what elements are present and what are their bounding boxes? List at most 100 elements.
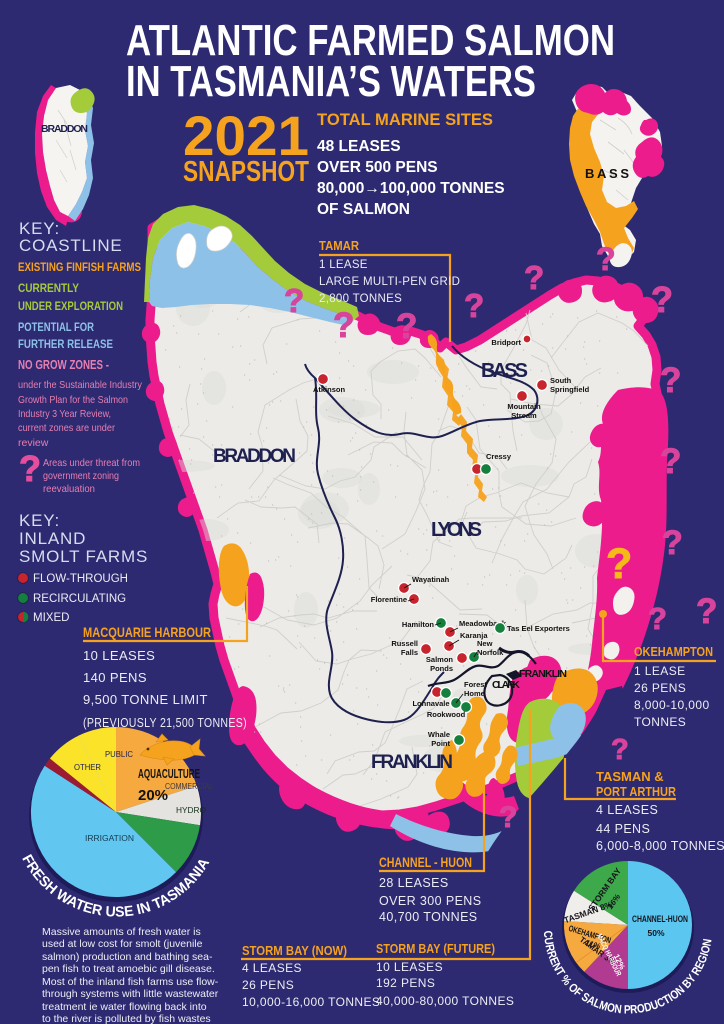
svg-text:?: ? — [524, 259, 544, 296]
svg-text:POTENTIAL FOR: POTENTIAL FOR — [18, 320, 94, 334]
svg-text:OTHER: OTHER — [74, 762, 101, 772]
svg-text:Point: Point — [431, 739, 450, 748]
svg-text:?: ? — [19, 448, 41, 489]
svg-text:?: ? — [611, 734, 629, 766]
svg-text:CURRENTLY: CURRENTLY — [18, 281, 79, 295]
svg-text:4 LEASES: 4 LEASES — [242, 961, 302, 975]
svg-text:NO GROW ZONES -: NO GROW ZONES - — [18, 358, 109, 372]
svg-text:?: ? — [660, 361, 681, 400]
svg-text:RECIRCULATING: RECIRCULATING — [33, 593, 126, 605]
svg-text:2,800 TONNES: 2,800 TONNES — [319, 293, 402, 305]
svg-text:Most of the inland fish farms: Most of the inland fish farms use flow- — [42, 976, 219, 988]
svg-text:Karanja: Karanja — [460, 631, 488, 640]
svg-text:TASMAN &: TASMAN & — [596, 769, 664, 784]
svg-text:under the Sustainable Industry: under the Sustainable Industry — [18, 379, 143, 391]
svg-text:Home: Home — [464, 689, 485, 698]
svg-text:UNDER EXPLORATION: UNDER EXPLORATION — [18, 299, 123, 313]
svg-text:44 PENS: 44 PENS — [596, 822, 650, 836]
svg-text:COASTLINE: COASTLINE — [19, 236, 123, 255]
svg-text:review: review — [18, 437, 49, 449]
svg-text:8,000-10,000: 8,000-10,000 — [634, 698, 710, 712]
svg-text:TOTAL MARINE SITES: TOTAL MARINE SITES — [317, 110, 493, 129]
svg-text:?: ? — [499, 801, 517, 834]
svg-text:26 PENS: 26 PENS — [634, 681, 686, 695]
svg-text:IN TASMANIA’S WATERS: IN TASMANIA’S WATERS — [126, 57, 536, 106]
svg-text:SMOLT FARMS: SMOLT FARMS — [19, 547, 148, 566]
svg-text:pen fish to treat amoebic gill: pen fish to treat amoebic gill disease. — [42, 963, 215, 975]
svg-text:140 PENS: 140 PENS — [83, 670, 147, 685]
svg-text:Forest: Forest — [464, 680, 487, 689]
svg-text:Meadowbank: Meadowbank — [459, 619, 507, 628]
svg-text:LARGE MULTI-PEN GRID: LARGE MULTI-PEN GRID — [319, 276, 460, 288]
svg-text:TAMAR: TAMAR — [319, 239, 359, 253]
svg-text:through systems with little wa: through systems with little wastewater — [42, 988, 219, 1000]
svg-text:Stream: Stream — [511, 411, 537, 420]
svg-text:salmon) production and bathing: salmon) production and bathing sea- — [42, 951, 213, 963]
svg-text:9,500 TONNE LIMIT: 9,500 TONNE LIMIT — [83, 692, 208, 707]
svg-text:10 LEASES: 10 LEASES — [376, 960, 443, 974]
svg-text:Bridport: Bridport — [491, 338, 521, 347]
svg-text:?: ? — [596, 241, 616, 277]
svg-text:2021: 2021 — [183, 104, 309, 167]
svg-text:PORT ARTHUR: PORT ARTHUR — [596, 784, 677, 799]
svg-text:?: ? — [284, 282, 304, 319]
svg-text:IRRIGATION: IRRIGATION — [85, 833, 134, 843]
svg-text:COMMERCIAL: COMMERCIAL — [165, 781, 213, 791]
svg-text:Ponds: Ponds — [430, 664, 453, 673]
svg-text:current zones are under: current zones are under — [18, 422, 115, 434]
svg-text:FLOW-THROUGH: FLOW-THROUGH — [33, 573, 128, 585]
svg-text:4 LEASES: 4 LEASES — [596, 803, 658, 817]
svg-text:Atkinson: Atkinson — [313, 385, 346, 394]
svg-text:Industry 3 Year Review,: Industry 3 Year Review, — [18, 408, 111, 420]
svg-text:Mountain: Mountain — [507, 402, 541, 411]
svg-text:MACQUARIE HARBOUR: MACQUARIE HARBOUR — [83, 624, 211, 640]
svg-text:Rookwood: Rookwood — [427, 710, 466, 719]
svg-text:to the river is polluted by fi: to the river is polluted by fish wastes — [42, 1013, 211, 1024]
svg-text:Growth Plan for the Salmon: Growth Plan for the Salmon — [18, 394, 128, 406]
svg-text:reevaluation: reevaluation — [43, 483, 95, 495]
svg-text:SNAPSHOT: SNAPSHOT — [183, 156, 309, 188]
svg-text:FRANKLIN: FRANKLIN — [371, 752, 453, 773]
svg-text:26 PENS: 26 PENS — [242, 978, 294, 992]
svg-text:1 LEASE: 1 LEASE — [634, 664, 686, 678]
svg-text:FURTHER RELEASE: FURTHER RELEASE — [18, 337, 113, 351]
svg-text:10,000-16,000 TONNES: 10,000-16,000 TONNES — [242, 995, 380, 1009]
svg-text:CHANNEL - HUON: CHANNEL - HUON — [379, 854, 472, 870]
svg-text:Wayatinah: Wayatinah — [412, 575, 450, 584]
svg-text:1 LEASE: 1 LEASE — [319, 259, 368, 271]
svg-text:EXISTING FINFISH FARMS: EXISTING FINFISH FARMS — [18, 260, 141, 274]
svg-text:LYONS: LYONS — [431, 519, 482, 541]
svg-text:Cressy: Cressy — [486, 452, 512, 461]
svg-text:INLAND: INLAND — [19, 529, 86, 548]
svg-text:?: ? — [662, 524, 683, 562]
svg-text:20%: 20% — [138, 787, 168, 804]
svg-text:40,700 TONNES: 40,700 TONNES — [379, 910, 478, 924]
svg-text:11%: 11% — [584, 938, 601, 951]
svg-text:6,000-8,000 TONNES: 6,000-8,000 TONNES — [596, 839, 724, 853]
svg-text:STORM BAY (FUTURE): STORM BAY (FUTURE) — [376, 941, 495, 956]
svg-text:BRADDON: BRADDON — [41, 123, 88, 135]
svg-text:?: ? — [606, 540, 632, 588]
svg-text:MIXED: MIXED — [33, 612, 69, 624]
svg-text:?: ? — [396, 307, 417, 346]
svg-text:HYDRO: HYDRO — [176, 805, 206, 815]
svg-text:80,000→100,000 TONNES: 80,000→100,000 TONNES — [317, 180, 505, 197]
svg-text:Springfield: Springfield — [550, 385, 590, 394]
svg-text:BRADDON: BRADDON — [213, 446, 296, 467]
svg-text:Lonnavale: Lonnavale — [412, 699, 449, 708]
svg-text:FRANKLIN: FRANKLIN — [519, 668, 567, 680]
svg-text:government zoning: government zoning — [43, 470, 119, 482]
svg-text:treatment ie water flowing bac: treatment ie water flowing back into — [42, 1001, 207, 1013]
svg-text:Norfolk: Norfolk — [477, 648, 504, 657]
svg-text:Massive amounts of fresh water: Massive amounts of fresh water is — [42, 926, 201, 938]
svg-text:KEY:: KEY: — [19, 511, 60, 530]
svg-text:48 LEASES: 48 LEASES — [317, 138, 401, 155]
svg-text:?: ? — [696, 592, 717, 631]
svg-text:PUBLIC: PUBLIC — [105, 749, 133, 759]
svg-text:28 LEASES: 28 LEASES — [379, 876, 449, 890]
svg-text:CHANNEL-HUON: CHANNEL-HUON — [632, 914, 688, 924]
svg-text:OVER 500 PENS: OVER 500 PENS — [317, 159, 438, 176]
svg-text:Areas under threat from: Areas under threat from — [43, 457, 140, 469]
svg-text:OVER 300 PENS: OVER 300 PENS — [379, 894, 481, 908]
svg-text:South: South — [550, 376, 572, 385]
